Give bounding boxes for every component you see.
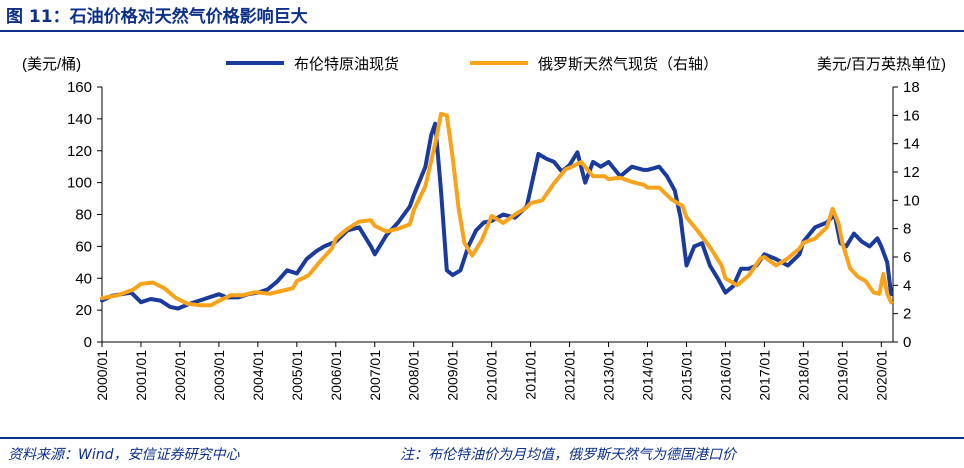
x-tick-label: 2013/01 bbox=[601, 350, 617, 401]
x-tick-label: 2006/01 bbox=[328, 350, 344, 401]
left-tick-label: 60 bbox=[75, 238, 92, 255]
right-tick-label: 10 bbox=[903, 192, 920, 209]
legend-label-brent: 布伦特原油现货 bbox=[294, 56, 399, 73]
legend: 布伦特原油现货 俄罗斯天然气现货（右轴） bbox=[226, 56, 718, 73]
brent-series-line bbox=[100, 121, 894, 311]
title-divider bbox=[0, 30, 964, 32]
footer-divider bbox=[0, 437, 964, 439]
x-tick-label: 2016/01 bbox=[717, 350, 733, 401]
page-title: 图 11：石油价格对天然气价格影响巨大 bbox=[6, 7, 308, 27]
right-tick-label: 6 bbox=[903, 249, 911, 266]
tick-labels: 0 20 40 60 80 100 120 140 160 0 2 4 6 8 10 12 14 16 18 2000… bbox=[22, 55, 946, 401]
x-tick-label: 2002/01 bbox=[172, 350, 188, 401]
x-tick-label: 2005/01 bbox=[289, 350, 305, 401]
x-tick-label: 2008/01 bbox=[406, 350, 422, 401]
x-tick-label: 2012/01 bbox=[562, 350, 578, 401]
x-tick-label: 2001/01 bbox=[133, 350, 149, 401]
right-axis-unit: 美元/百万英热单位) bbox=[817, 55, 946, 73]
x-tick-label: 2018/01 bbox=[795, 350, 811, 401]
x-tick-label: 2015/01 bbox=[678, 350, 694, 401]
x-tick-label: 2020/01 bbox=[873, 350, 889, 401]
right-tick-label: 18 bbox=[903, 79, 920, 96]
left-tick-label: 20 bbox=[75, 302, 92, 319]
right-tick-label: 4 bbox=[903, 277, 911, 294]
x-tick-label: 2014/01 bbox=[640, 350, 656, 401]
x-tick-label: 2003/01 bbox=[211, 350, 227, 401]
x-tick-label: 2011/01 bbox=[523, 350, 539, 400]
gas-series-line bbox=[100, 111, 894, 308]
left-tick-label: 120 bbox=[67, 143, 92, 160]
source-note: 资料来源：Wind，安信证券研究中心 bbox=[8, 447, 240, 463]
right-tick-label: 14 bbox=[903, 136, 920, 153]
left-tick-label: 140 bbox=[67, 111, 92, 128]
x-tick-label: 2017/01 bbox=[756, 350, 772, 401]
x-tick-label: 2009/01 bbox=[445, 350, 461, 401]
legend-label-gas: 俄罗斯天然气现货（右轴） bbox=[538, 56, 718, 73]
chart: 0 20 40 60 80 100 120 140 160 0 2 4 6 8 10 12 14 16 18 2000… bbox=[22, 55, 946, 401]
x-tick-label: 2019/01 bbox=[834, 350, 850, 401]
left-tick-label: 80 bbox=[75, 207, 92, 224]
x-tick-label: 2007/01 bbox=[367, 350, 383, 401]
left-tick-label: 160 bbox=[67, 79, 92, 96]
right-tick-label: 2 bbox=[903, 306, 911, 323]
left-axis-unit: (美元/桶) bbox=[22, 56, 81, 73]
left-tick-label: 40 bbox=[75, 270, 92, 287]
right-tick-label: 16 bbox=[903, 107, 920, 124]
x-tick-label: 2004/01 bbox=[250, 350, 266, 401]
right-tick-label: 12 bbox=[903, 164, 920, 181]
right-tick-label: 8 bbox=[903, 221, 911, 238]
left-tick-label: 0 bbox=[84, 334, 92, 351]
right-tick-label: 0 bbox=[903, 334, 911, 351]
x-tick-label: 2000/01 bbox=[94, 350, 110, 401]
data-note: 注：布伦特油价为月均值，俄罗斯天然气为德国港口价 bbox=[400, 447, 736, 463]
x-tick-label: 2010/01 bbox=[484, 350, 500, 401]
plot-lines bbox=[100, 111, 894, 311]
left-tick-label: 100 bbox=[67, 175, 92, 192]
